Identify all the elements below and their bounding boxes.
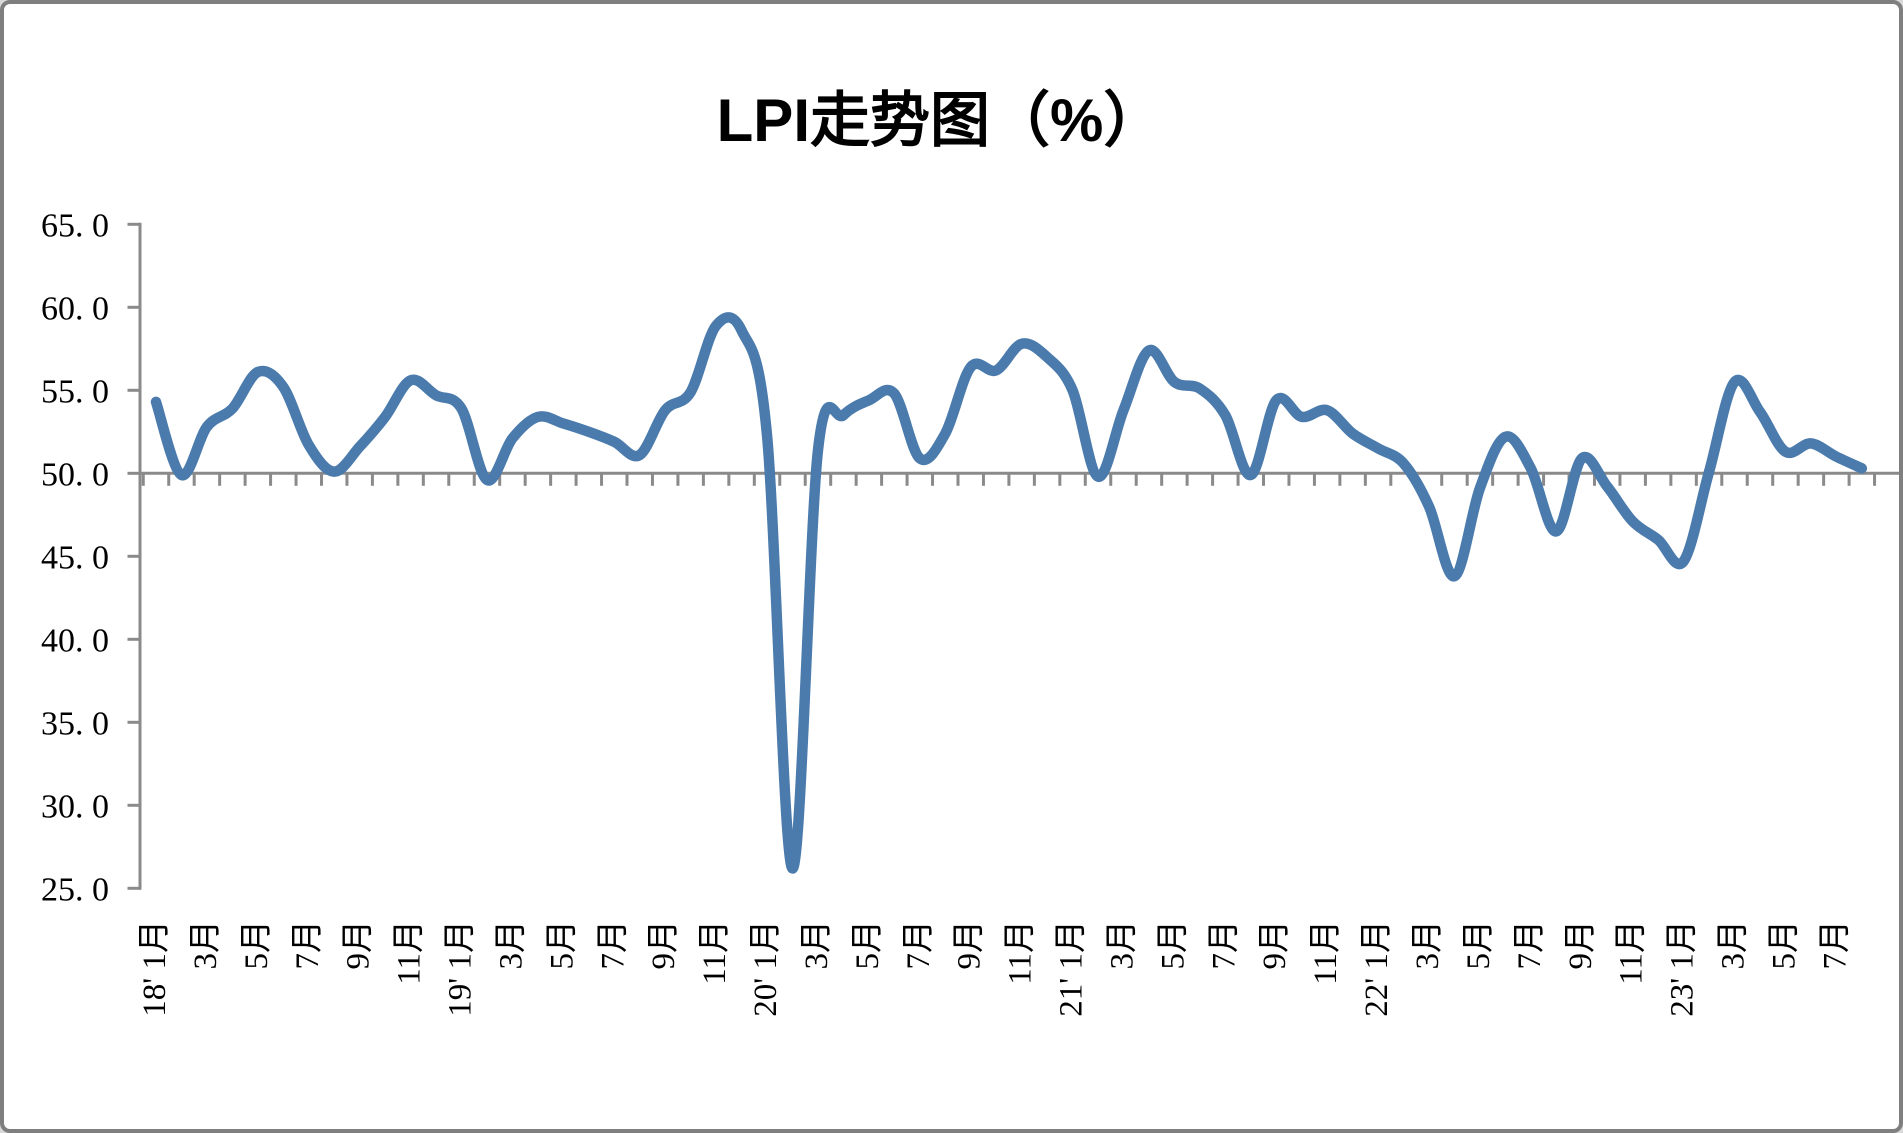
x-tick-labels: 18' 1月 3月 5月 7月 9月 11月 19' 1月 3月 5月 7月 9月 11月 20' 1月… [137,920,1853,1017]
lpi-line-chart: 65. 0 60. 0 55. 0 50. 0 45. 0 40. 0 35. 0 30. 0… [41,207,1899,1017]
y-tick-label: 55. 0 [41,373,109,410]
x-tick-label: 11月 [697,920,733,985]
x-tick-label: 11月 [1308,920,1344,985]
x-tick-label: 5月 [850,920,886,970]
x-tick-label: 7月 [595,920,631,970]
x-tick-label: 7月 [901,920,937,970]
x-tick-label: 5月 [239,920,275,970]
x-tick-label: 11月 [1003,920,1039,985]
y-tick-label: 40. 0 [41,622,109,659]
y-tick-label: 60. 0 [41,290,109,327]
chart-title: LPI走势图（%） [716,87,1164,155]
x-tick-label: 9月 [952,920,988,970]
x-tick-label: 3月 [1410,920,1446,970]
x-tick-label: 19' 1月 [443,920,479,1017]
x-tick-label: 5月 [1155,920,1191,970]
x-tick-label: 9月 [341,920,377,970]
x-tick-label: 20' 1月 [748,920,784,1017]
y-tick-label: 65. 0 [41,207,109,244]
x-tick-label: 23' 1月 [1665,920,1701,1017]
x-tick-label: 21' 1月 [1054,920,1090,1017]
y-tick-label: 45. 0 [41,539,109,576]
x-axis [138,471,1899,486]
x-tick-label: 5月 [544,920,580,970]
x-tick-label: 7月 [1817,920,1853,970]
x-tick-label: 11月 [1614,920,1650,985]
x-tick-label: 9月 [1563,920,1599,970]
x-tick-label: 5月 [1461,920,1497,970]
x-tick-label: 18' 1月 [137,920,173,1017]
x-tick-label: 3月 [493,920,529,970]
x-tick-label: 5月 [1766,920,1802,970]
y-tick-labels: 65. 0 60. 0 55. 0 50. 0 45. 0 40. 0 35. 0 30. 0… [41,207,109,908]
x-tick-label: 7月 [290,920,326,970]
y-tick-label: 25. 0 [41,871,109,908]
x-tick-label: 7月 [1206,920,1242,970]
y-tick-label: 35. 0 [41,705,109,742]
x-tick-label: 22' 1月 [1359,920,1395,1017]
y-tick-label: 50. 0 [41,456,109,493]
x-tick-label: 3月 [188,920,224,970]
lpi-series-line [150,312,1868,874]
x-tick-label: 9月 [1257,920,1293,970]
x-tick-label: 7月 [1512,920,1548,970]
x-tick-label: 9月 [646,920,682,970]
x-tick-label: 3月 [1716,920,1752,970]
x-tick-label: 3月 [1104,920,1140,970]
y-tick-label: 30. 0 [41,788,109,825]
x-tick-label: 3月 [799,920,835,970]
x-tick-label: 11月 [392,920,428,985]
y-axis [127,222,142,890]
